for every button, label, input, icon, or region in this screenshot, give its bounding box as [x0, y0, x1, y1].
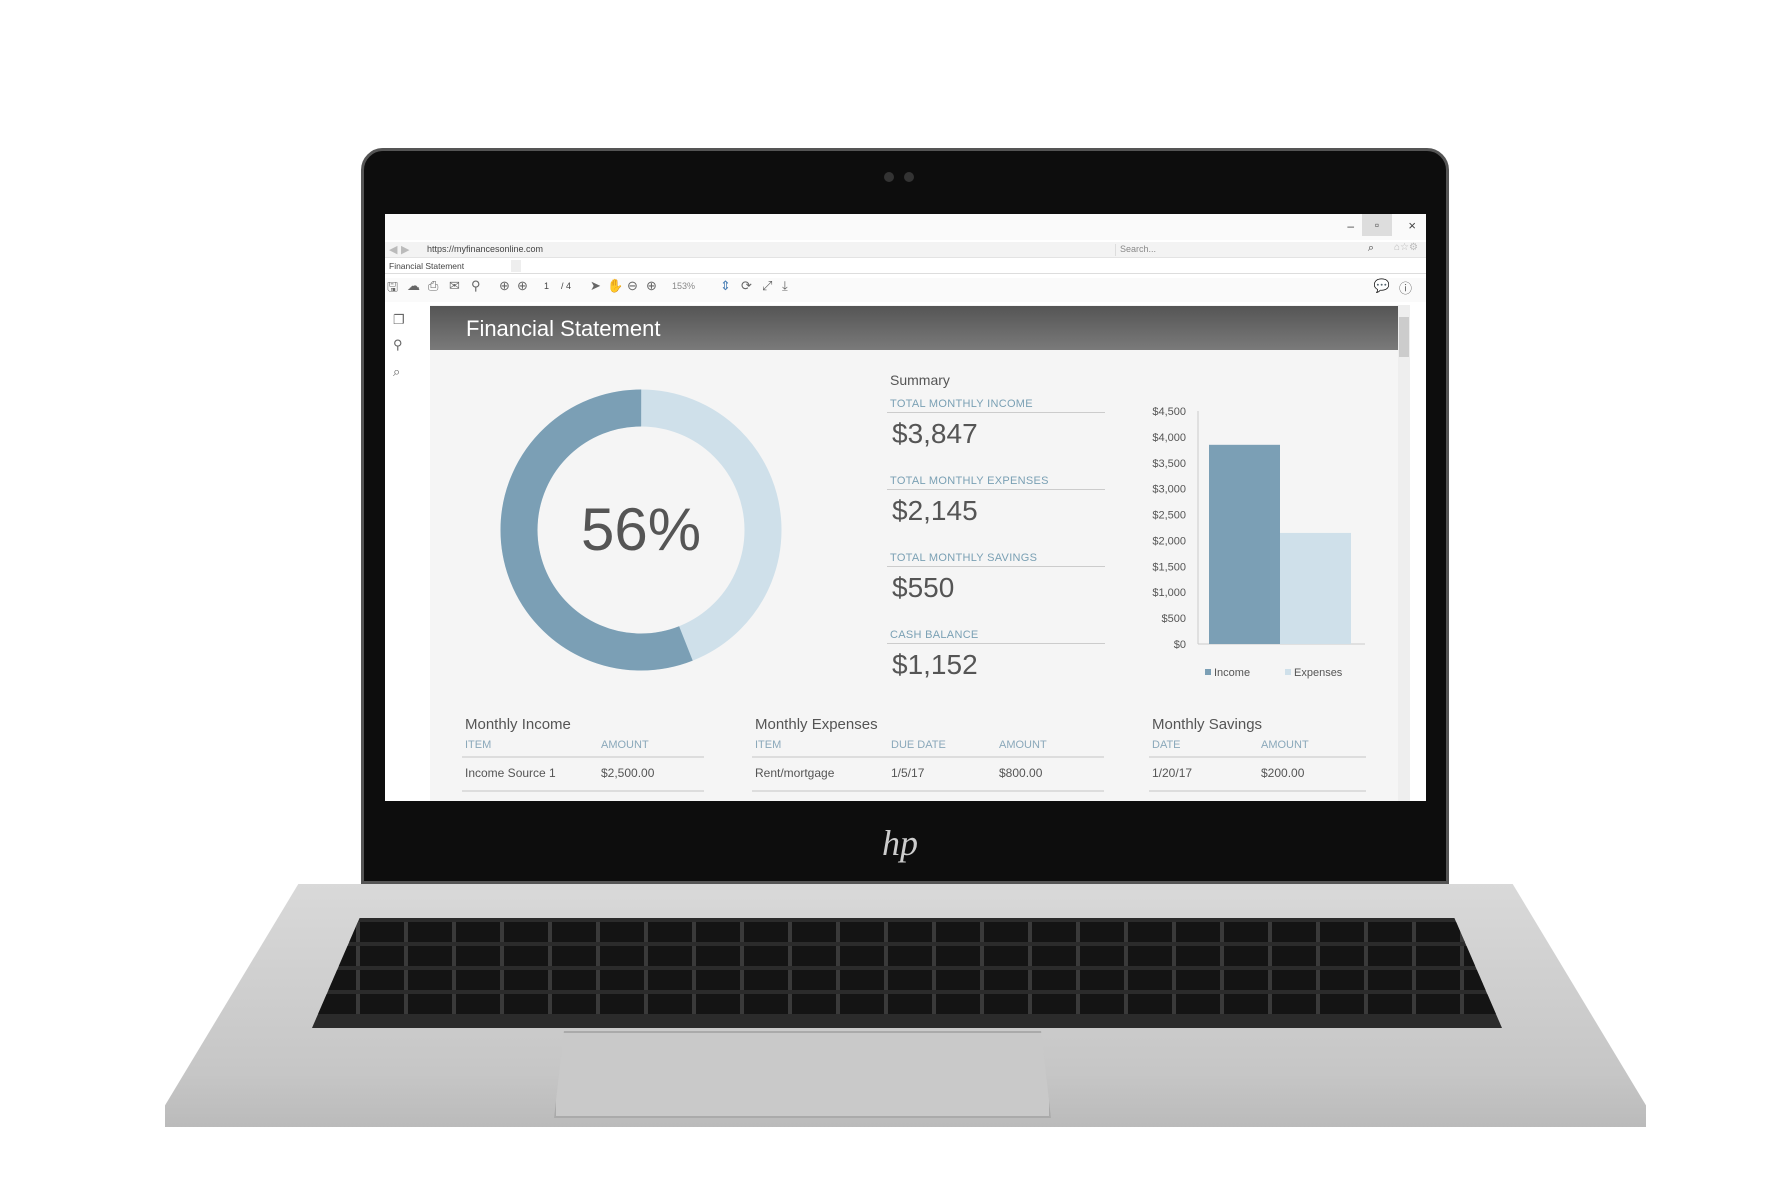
column-header: AMOUNT — [1261, 739, 1309, 751]
rotate-icon[interactable]: ⟳ — [741, 278, 752, 293]
summary-heading: Summary — [890, 372, 950, 388]
divider — [887, 412, 1105, 413]
expenses-table-title: Monthly Expenses — [755, 716, 878, 733]
search-input[interactable]: Search... — [1115, 244, 1355, 256]
y-tick-label: $500 — [1162, 613, 1186, 625]
table-cell: 1/5/17 — [891, 766, 925, 780]
email-icon[interactable]: ✉ — [449, 278, 460, 293]
next-page-icon[interactable]: ⊕ — [517, 278, 528, 293]
divider — [752, 756, 1104, 758]
fit-page-icon[interactable]: ⇕ — [720, 278, 731, 293]
attachment-icon[interactable]: ⚲ — [393, 337, 403, 352]
save-icon[interactable]: 🖫 — [387, 279, 399, 294]
donut-label: 56% — [581, 496, 701, 563]
zoom-in-icon[interactable]: ⊕ — [646, 278, 657, 293]
find-icon[interactable]: ⚲ — [471, 278, 481, 293]
column-header: DATE — [1152, 739, 1181, 751]
y-tick-label: $2,000 — [1152, 535, 1186, 547]
fullscreen-icon[interactable]: ⤢ — [762, 278, 773, 293]
table-cell: Income Source 1 — [465, 766, 556, 780]
y-tick-label: $3,500 — [1152, 458, 1186, 470]
summary-value: $1,152 — [892, 649, 978, 680]
y-tick-label: $0 — [1174, 639, 1186, 651]
summary-value: $550 — [892, 572, 955, 603]
zoom-out-icon[interactable]: ⊖ — [627, 278, 638, 293]
trackpad — [554, 1031, 1051, 1118]
screen: – ▫ × ◀ ▶ https://myfinancesonline.com S… — [385, 214, 1426, 801]
income-table-title: Monthly Income — [465, 716, 571, 733]
divider — [1149, 756, 1366, 758]
y-tick-label: $4,000 — [1152, 432, 1186, 444]
pages-panel-icon[interactable]: ❐ — [393, 312, 405, 327]
summary-label: CASH BALANCE — [890, 629, 979, 641]
close-button[interactable]: × — [1408, 218, 1416, 233]
address-bar[interactable]: https://myfinancesonline.com — [427, 244, 544, 254]
divider — [887, 489, 1105, 490]
search-panel-icon[interactable]: ⌕ — [393, 364, 401, 379]
summary-label: TOTAL MONTHLY INCOME — [890, 398, 1033, 410]
zoom-select[interactable]: 153% — [672, 281, 696, 291]
column-header: ITEM — [465, 739, 492, 751]
help-icon[interactable]: ⓘ — [1398, 281, 1412, 296]
summary-value: $3,847 — [892, 418, 978, 449]
page-title: Financial Statement — [466, 316, 661, 341]
y-tick-label: $1,500 — [1152, 561, 1186, 573]
keyboard — [312, 918, 1502, 1028]
legend-label: Expenses — [1294, 667, 1343, 679]
table-cell: 1/20/17 — [1152, 766, 1193, 780]
y-tick-label: $2,500 — [1152, 510, 1186, 522]
upload-icon[interactable]: ☁ — [407, 278, 420, 293]
header-band: Financial Statement — [430, 306, 1398, 350]
divider — [752, 790, 1104, 792]
hp-logo: hp — [882, 823, 918, 863]
select-tool-icon[interactable]: ➤ — [590, 278, 601, 293]
column-header: ITEM — [755, 739, 782, 751]
comment-icon[interactable]: 💬 — [1373, 278, 1390, 293]
bar-expenses — [1280, 532, 1351, 644]
savings-table-title: Monthly Savings — [1152, 716, 1263, 733]
tab-financial-statement[interactable]: Financial Statement — [389, 261, 465, 271]
summary-label: TOTAL MONTHLY SAVINGS — [890, 552, 1038, 564]
scrollbar[interactable] — [1398, 305, 1410, 801]
legend-label: Income — [1214, 667, 1250, 679]
summary-label: TOTAL MONTHLY EXPENSES — [890, 475, 1049, 487]
page-number-input[interactable]: 1 — [544, 281, 550, 291]
divider — [462, 756, 704, 758]
favorites-icon[interactable]: ⌂☆⚙ — [1394, 242, 1418, 253]
print-icon[interactable]: ⎙ — [428, 278, 439, 293]
restore-button[interactable]: ▫ — [1362, 214, 1392, 236]
page-count: / 4 — [561, 281, 572, 291]
prev-page-icon[interactable]: ⊕ — [499, 278, 510, 293]
divider — [887, 643, 1105, 644]
donut-value-arc — [500, 389, 782, 671]
table-cell: $2,500.00 — [601, 766, 655, 780]
legend-swatch — [1285, 669, 1291, 675]
donut-chart: 56% — [500, 389, 782, 671]
webcam-sensor-icon — [904, 172, 914, 182]
y-tick-label: $4,500 — [1152, 406, 1186, 418]
hand-tool-icon[interactable]: ✋ — [607, 278, 624, 293]
y-tick-label: $1,000 — [1152, 587, 1186, 599]
y-tick-label: $3,000 — [1152, 484, 1186, 496]
column-header: AMOUNT — [601, 739, 649, 751]
column-header: AMOUNT — [999, 739, 1047, 751]
legend-swatch — [1205, 669, 1211, 675]
webcam-icon — [884, 172, 894, 182]
column-header: DUE DATE — [891, 739, 946, 751]
back-icon[interactable]: ◀ — [389, 244, 398, 256]
table-cell: $800.00 — [999, 766, 1043, 780]
new-tab-button[interactable] — [511, 260, 521, 272]
bar-income — [1209, 444, 1280, 644]
search-icon[interactable]: ⌕ — [1367, 242, 1374, 254]
table-cell: Rent/mortgage — [755, 766, 835, 780]
divider — [887, 566, 1105, 567]
minimize-button[interactable]: – — [1347, 219, 1354, 233]
table-cell: $200.00 — [1261, 766, 1305, 780]
divider — [462, 790, 704, 792]
forward-icon[interactable]: ▶ — [401, 244, 410, 256]
divider — [1149, 790, 1366, 792]
download-icon[interactable]: ⤓ — [782, 278, 788, 293]
bar-chart: $4,500 $4,000 $3,500 $3,000 $2,500 $2,000 $1,5… — [1152, 406, 1365, 679]
summary-value: $2,145 — [892, 495, 978, 526]
